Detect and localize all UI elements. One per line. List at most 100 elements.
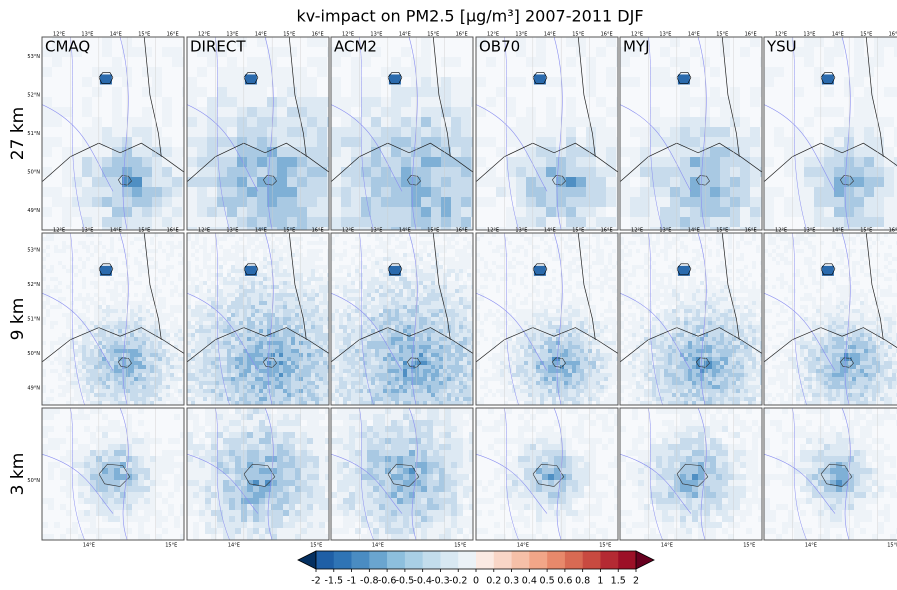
map-cell bbox=[335, 285, 339, 289]
map-cell bbox=[86, 381, 90, 385]
map-cell bbox=[355, 301, 359, 305]
map-cell bbox=[459, 293, 463, 297]
map-cell bbox=[62, 377, 66, 381]
map-cell bbox=[403, 269, 407, 273]
map-cell bbox=[297, 77, 307, 87]
map-cell bbox=[566, 217, 576, 227]
map-cell bbox=[439, 313, 443, 317]
map-cell bbox=[347, 313, 351, 317]
map-cell bbox=[154, 361, 158, 365]
map-cell bbox=[760, 117, 762, 127]
map-cell bbox=[415, 377, 419, 381]
map-cell bbox=[187, 285, 191, 289]
map-cell bbox=[138, 385, 142, 389]
map-cell bbox=[227, 285, 231, 289]
map-cell bbox=[399, 373, 403, 377]
map-cell bbox=[195, 361, 199, 365]
map-cell bbox=[616, 157, 618, 167]
model-label: ACM2 bbox=[334, 38, 377, 56]
map-cell bbox=[471, 127, 473, 137]
map-cell bbox=[415, 337, 419, 341]
map-cell bbox=[403, 265, 407, 269]
map-cell bbox=[467, 337, 471, 341]
map-cell bbox=[834, 187, 844, 197]
map-cell bbox=[106, 349, 110, 353]
map-cell bbox=[62, 361, 66, 365]
map-cell bbox=[427, 373, 431, 377]
map-cell bbox=[566, 147, 576, 157]
city-outline bbox=[117, 357, 132, 368]
map-cell bbox=[52, 107, 62, 117]
map-cell bbox=[219, 245, 223, 249]
map-cell bbox=[327, 257, 329, 261]
map-cell bbox=[670, 197, 680, 207]
map-cell bbox=[110, 393, 114, 397]
map-cell bbox=[114, 393, 118, 397]
map-cell bbox=[339, 325, 343, 329]
map-cell bbox=[347, 317, 351, 321]
map-cell bbox=[391, 337, 395, 341]
map-cell bbox=[315, 393, 319, 397]
map-cell bbox=[72, 207, 82, 217]
map-cell bbox=[259, 245, 263, 249]
map-cell bbox=[459, 301, 463, 305]
map-cell bbox=[546, 167, 556, 177]
map-cell bbox=[307, 227, 317, 230]
map-cell bbox=[730, 207, 740, 217]
map-cell bbox=[42, 67, 52, 77]
map-cell bbox=[227, 97, 237, 107]
map-cell bbox=[317, 107, 327, 117]
map-cell bbox=[132, 167, 142, 177]
map-cell bbox=[178, 329, 182, 333]
map-cell bbox=[195, 333, 199, 337]
map-cell bbox=[106, 261, 110, 265]
map-cell bbox=[231, 377, 235, 381]
map-cell bbox=[138, 273, 142, 277]
map-cell bbox=[263, 313, 267, 317]
map-cell bbox=[355, 265, 359, 269]
map-cell bbox=[62, 249, 66, 253]
map-cell bbox=[331, 137, 341, 147]
map-cell bbox=[287, 217, 297, 227]
map-cell bbox=[231, 401, 235, 405]
map-cell bbox=[275, 309, 279, 313]
map-cell bbox=[223, 377, 227, 381]
map-cell bbox=[142, 167, 152, 177]
map-cell bbox=[166, 353, 170, 357]
map-cell bbox=[227, 107, 237, 117]
map-cell bbox=[66, 381, 70, 385]
map-cell bbox=[142, 67, 152, 77]
map-cell bbox=[54, 321, 58, 325]
map-cell bbox=[407, 373, 411, 377]
map-cell bbox=[407, 361, 411, 365]
map-cell bbox=[110, 329, 114, 333]
map-cell bbox=[287, 257, 291, 261]
map-cell bbox=[231, 317, 235, 321]
map-cell bbox=[110, 341, 114, 345]
map-cell bbox=[401, 87, 411, 97]
map-cell bbox=[459, 361, 463, 365]
map-cell bbox=[251, 373, 255, 377]
map-cell bbox=[431, 297, 435, 301]
map-cell bbox=[66, 313, 70, 317]
map-cell bbox=[720, 37, 730, 47]
map-cell bbox=[375, 305, 379, 309]
map-cell bbox=[259, 281, 263, 285]
map-cell bbox=[231, 365, 235, 369]
map-cell bbox=[391, 345, 395, 349]
map-cell bbox=[142, 401, 146, 405]
map-cell bbox=[894, 37, 897, 47]
map-cell bbox=[211, 329, 215, 333]
map-cell bbox=[730, 197, 740, 207]
map-cell bbox=[279, 357, 283, 361]
map-cell bbox=[327, 127, 329, 137]
map-cell bbox=[327, 253, 329, 257]
map-cell bbox=[172, 187, 182, 197]
map-cell bbox=[327, 337, 329, 341]
map-cell bbox=[335, 349, 339, 353]
map-cell bbox=[415, 261, 419, 265]
map-cell bbox=[403, 301, 407, 305]
map-cell bbox=[154, 285, 158, 289]
map-cell bbox=[102, 137, 112, 147]
map-cell bbox=[303, 349, 307, 353]
